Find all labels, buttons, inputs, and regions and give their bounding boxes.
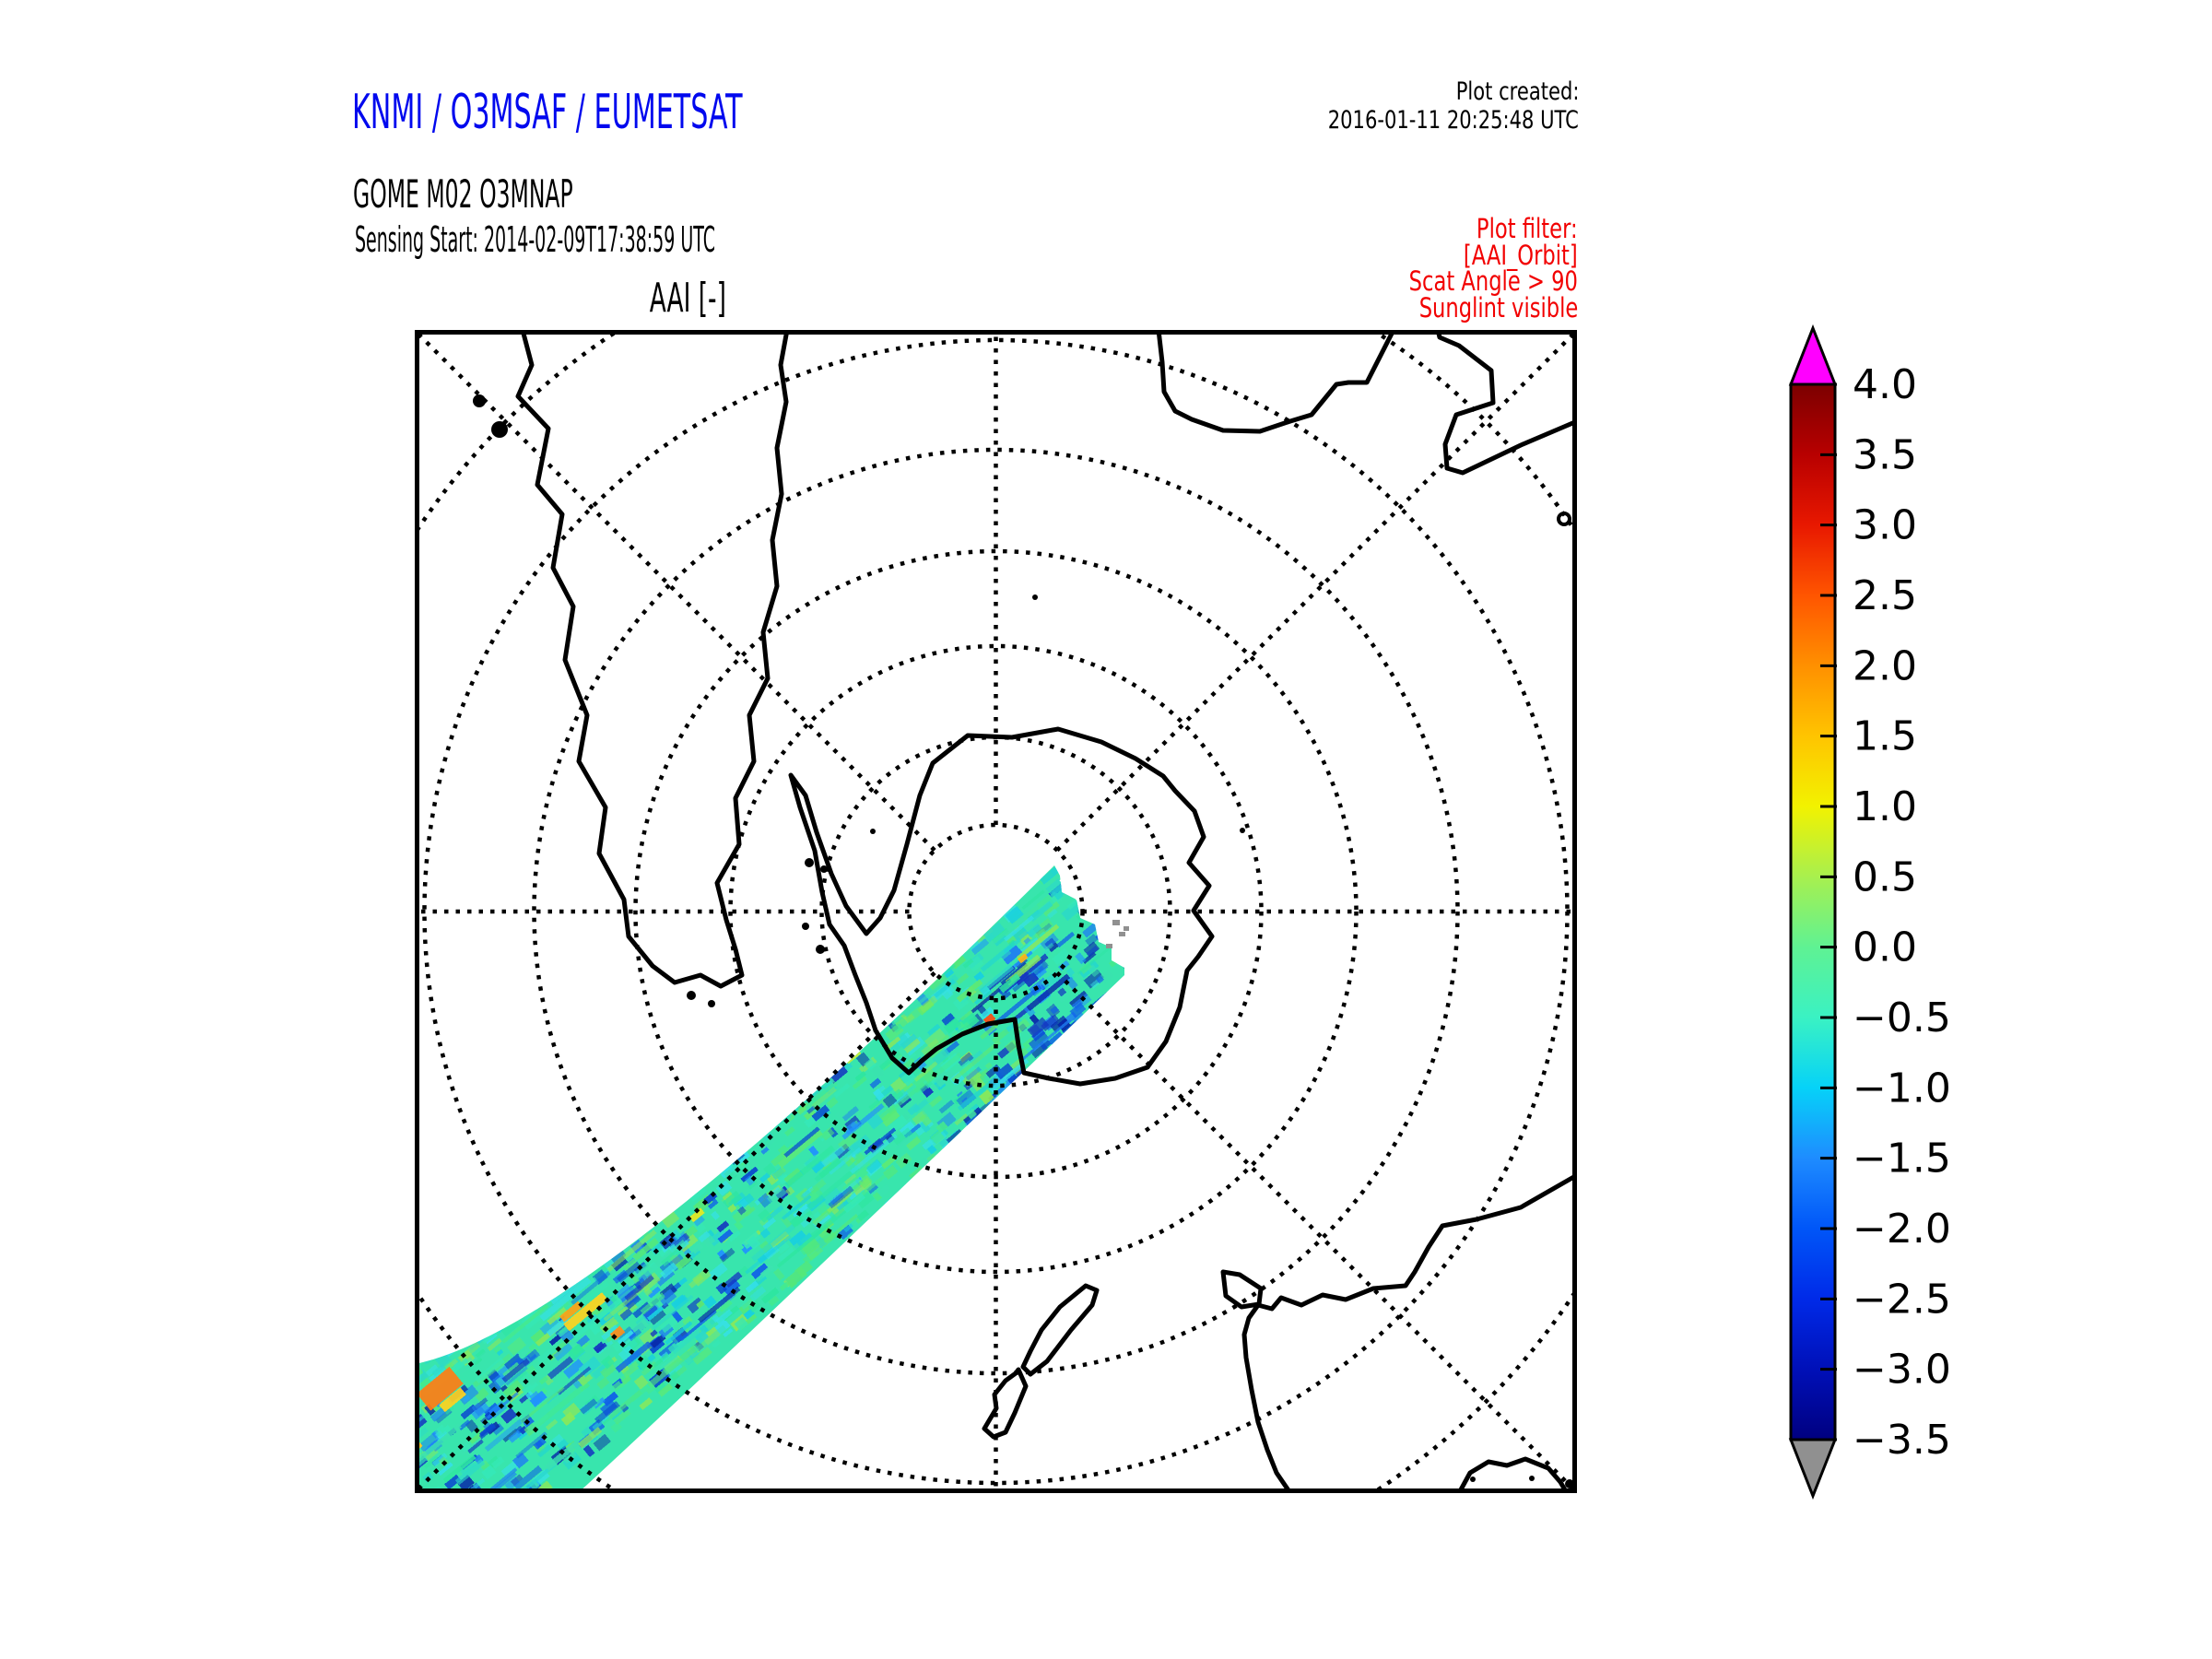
- plot-filter-line: [AAI_Orbit]: [1464, 239, 1578, 271]
- map-frame: [415, 330, 1577, 1493]
- main-title-text: KNMI / O3MSAF / EUMETSAT: [352, 85, 743, 140]
- map-title-text: AAI [-]: [649, 275, 726, 322]
- colorbar-tick-label: −2.5: [1853, 1276, 1951, 1323]
- latitude-circle: [819, 735, 1172, 1088]
- small-island: [870, 829, 876, 834]
- colorbar-tick-label: −1.0: [1853, 1065, 1951, 1112]
- plot-created-timestamp: 2016-01-11 20:25:48 UTC: [1327, 106, 1579, 135]
- colorbar-tick-label: −3.5: [1853, 1417, 1951, 1464]
- swath-underrange-pixel: [1124, 926, 1129, 931]
- colorbar: 4.0 3.5 3.0 2.5 2.0 1.5 1.0 0.5 0.0 −0.5 −1.0 −1.5 −…: [1788, 324, 1951, 1500]
- small-island: [802, 923, 809, 930]
- latitude-circle: [633, 548, 1359, 1275]
- small-island: [1240, 828, 1245, 833]
- main-title: KNMI / O3MSAF / EUMETSAT: [352, 85, 1025, 140]
- map-title: AAI [-]: [411, 275, 964, 322]
- coastline-new-zealand-south-island: [1020, 1283, 1100, 1377]
- colorbar-tick-label: 2.5: [1853, 572, 1917, 619]
- graticule: [415, 330, 1577, 1493]
- colorbar-tick-label: 0.0: [1853, 924, 1917, 971]
- coastline-new-zealand-north-island: [982, 1367, 1029, 1440]
- colorbar-gradient-bar: [1789, 382, 1837, 1441]
- meridian-line: [1055, 971, 1577, 1493]
- latitude-circle: [728, 643, 1264, 1180]
- colorbar-under-arrow: [1788, 1438, 1838, 1500]
- colorbar-tick-label: 0.5: [1853, 853, 1917, 900]
- plot-filter-line: Plot filter:: [1477, 213, 1578, 244]
- instrument-subtitle: GOME M02 O3MNAP: [353, 171, 746, 217]
- swath-warm-spot: [559, 1300, 583, 1323]
- coastline-australia-west-bump: [1456, 1456, 1570, 1493]
- small-island: [1529, 1476, 1535, 1481]
- colorbar-tick-label: 4.0: [1853, 361, 1917, 408]
- swath-warm-spot: [1018, 953, 1029, 964]
- coastline-australia-south: [1241, 1172, 1577, 1493]
- sensing-start-text: Sensing Start: 2014-02-09T17:38:59 UTC: [355, 219, 716, 260]
- colorbar-tick-label: −0.5: [1853, 994, 1951, 1041]
- swath-warm-spot: [417, 1366, 464, 1411]
- meridian-line: [415, 330, 936, 853]
- polar-map: [415, 330, 1577, 1493]
- colorbar-tick-label: 3.5: [1853, 431, 1917, 478]
- swath-warm-spot: [563, 1292, 608, 1332]
- colorbar-tick-label: −3.0: [1853, 1347, 1951, 1394]
- colorbar-tick-label: 2.0: [1853, 642, 1917, 689]
- swath-underrange-pixel: [1112, 920, 1120, 925]
- swath-underrange-pixel: [1106, 944, 1112, 948]
- sensing-start-subtitle: Sensing Start: 2014-02-09T17:38:59 UTC: [355, 219, 1076, 260]
- small-island: [1032, 594, 1038, 600]
- instrument-subtitle-text: GOME M02 O3MNAP: [353, 171, 573, 217]
- plot-created-label: Plot created:: [1455, 77, 1579, 106]
- colorbar-tick-label: 1.5: [1853, 713, 1917, 760]
- swath-underrange-pixel: [1119, 932, 1125, 936]
- satellite-swath: [415, 865, 1129, 1493]
- small-island: [708, 1000, 715, 1007]
- swath-warm-spot: [439, 1387, 466, 1413]
- plot-filter-block: Plot filter: [AAI_Orbit] Scat Angle > 90…: [1361, 216, 1578, 321]
- swath-warm-spot: [688, 1207, 705, 1223]
- colorbar-over-arrow: [1788, 324, 1838, 386]
- colorbar-tick-label: −2.0: [1853, 1206, 1951, 1253]
- coastline-south-america: [515, 330, 790, 989]
- colorbar-tick-label: −1.5: [1853, 1135, 1951, 1182]
- coastline-tasmania: [1220, 1269, 1264, 1310]
- coastline-africa-cape: [1156, 330, 1396, 434]
- plot-filter-line: Scat Angle > 90: [1408, 265, 1578, 297]
- plot-filter-line: Sunglint visible: [1418, 291, 1578, 324]
- coastline-africa-east-madagascar: [1435, 330, 1577, 476]
- coastline-antarctica: [788, 726, 1215, 1087]
- colorbar-tick-label: 1.0: [1853, 783, 1917, 830]
- colorbar-tick-label: 3.0: [1853, 502, 1917, 549]
- small-island: [687, 991, 696, 1000]
- small-island: [1470, 1477, 1476, 1482]
- small-island: [805, 858, 814, 867]
- small-island: [473, 394, 486, 407]
- small-island: [816, 945, 825, 954]
- swath-scan-separator-line: [1059, 877, 1112, 939]
- latitude-circle: [532, 447, 1460, 1376]
- plot-created-block: Plot created: 2016-01-11 20:25:48 UTC: [1257, 77, 1579, 135]
